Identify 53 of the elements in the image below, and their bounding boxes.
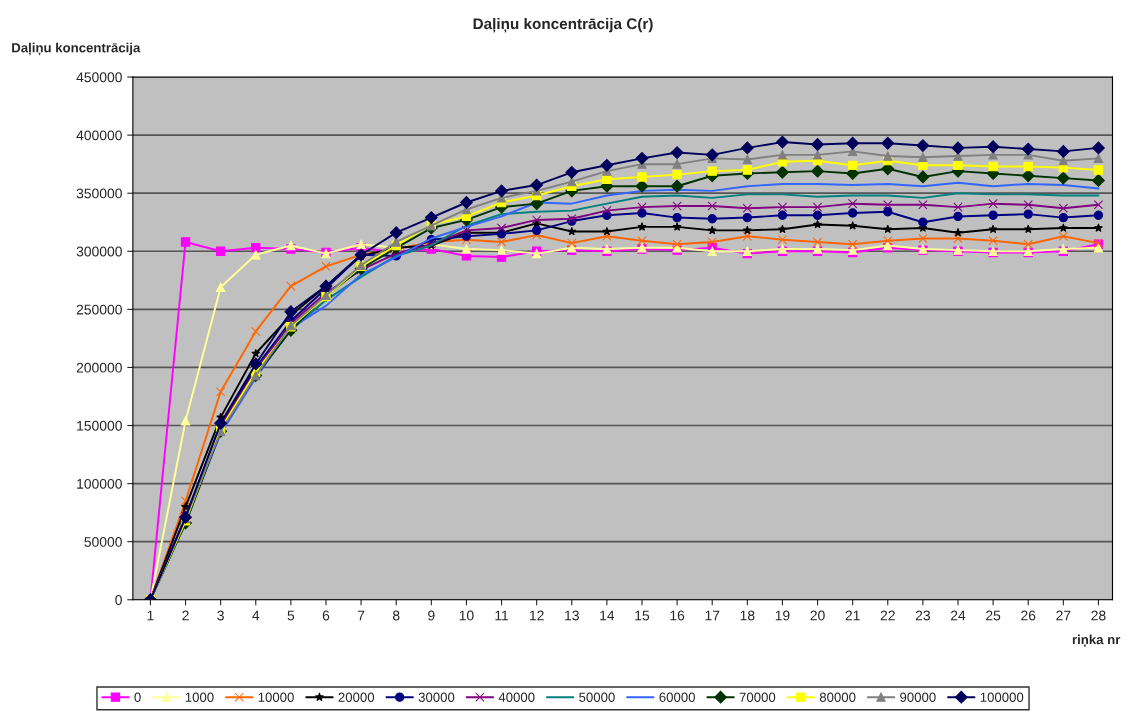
x-tick-label: 8: [392, 610, 400, 621]
x-tick-label: 19: [775, 610, 790, 621]
x-tick-label: 25: [986, 610, 1001, 621]
legend-label: 60000: [659, 692, 695, 702]
x-tick-label: 13: [565, 610, 579, 621]
legend-label: 10000: [258, 692, 294, 702]
x-tick-label: 7: [357, 610, 365, 621]
x-tick-label: 17: [705, 610, 720, 621]
x-tick-label: 24: [950, 610, 966, 621]
x-tick-label: 14: [600, 610, 615, 621]
x-tick-label: 11: [495, 610, 509, 621]
chart-title: Daļiņu koncentrācija C(r): [473, 17, 653, 33]
x-tick-label: 23: [915, 610, 930, 621]
y-tick-label: 0: [115, 595, 122, 605]
x-tick-label: 3: [217, 610, 224, 621]
y-tick-label: 300000: [76, 246, 122, 257]
x-tick-label: 4: [252, 610, 260, 621]
legend-label: 1000: [185, 692, 214, 702]
legend-label: 100000: [980, 692, 1024, 702]
x-tick-label: 18: [740, 610, 755, 621]
y-tick-label: 250000: [76, 304, 122, 315]
y-tick-label: 450000: [76, 72, 122, 83]
x-tick-label: 9: [428, 610, 435, 621]
x-tick-label: 5: [287, 610, 295, 621]
legend-label: 90000: [900, 692, 936, 702]
x-tick-label: 16: [670, 610, 685, 621]
legend-label: 80000: [819, 692, 856, 702]
x-tick-label: 26: [1021, 610, 1036, 621]
legend-label: 50000: [579, 692, 615, 702]
y-tick-label: 200000: [76, 362, 122, 373]
x-tick-label: 10: [459, 610, 474, 621]
x-tick-label: 6: [322, 610, 330, 621]
x-tick-label: 15: [635, 610, 650, 621]
x-tick-label: 22: [880, 610, 895, 621]
legend-label: 20000: [338, 692, 375, 702]
x-tick-label: 1: [147, 610, 154, 621]
legend-label: 40000: [498, 692, 535, 702]
y-tick-label: 400000: [76, 130, 122, 141]
x-tick-label: 2: [182, 610, 189, 621]
x-tick-label: 21: [845, 610, 860, 621]
legend-label: 0: [134, 692, 141, 702]
y-axis-title: Daļiņu koncentrācija: [12, 42, 141, 56]
legend-label: 30000: [418, 692, 455, 702]
y-tick-label: 50000: [84, 537, 122, 547]
x-axis-title: riņka nr: [1072, 634, 1121, 648]
x-tick-label: 28: [1091, 610, 1106, 621]
legend-label: 70000: [739, 692, 776, 702]
y-tick-label: 150000: [77, 420, 122, 431]
y-tick-label: 350000: [76, 188, 122, 199]
x-tick-label: 12: [529, 610, 544, 621]
x-tick-label: 20: [810, 610, 825, 621]
x-tick-label: 27: [1056, 610, 1071, 621]
y-tick-label: 100000: [77, 478, 122, 489]
